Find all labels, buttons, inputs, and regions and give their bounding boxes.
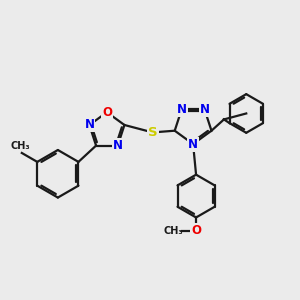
- Text: O: O: [102, 106, 112, 119]
- Text: N: N: [200, 103, 209, 116]
- Text: N: N: [177, 103, 187, 116]
- Text: CH₃: CH₃: [11, 141, 30, 152]
- Text: CH₃: CH₃: [164, 226, 183, 236]
- Text: N: N: [188, 138, 198, 151]
- Text: N: N: [84, 118, 94, 131]
- Text: S: S: [148, 126, 158, 139]
- Text: N: N: [113, 139, 123, 152]
- Text: O: O: [191, 224, 201, 237]
